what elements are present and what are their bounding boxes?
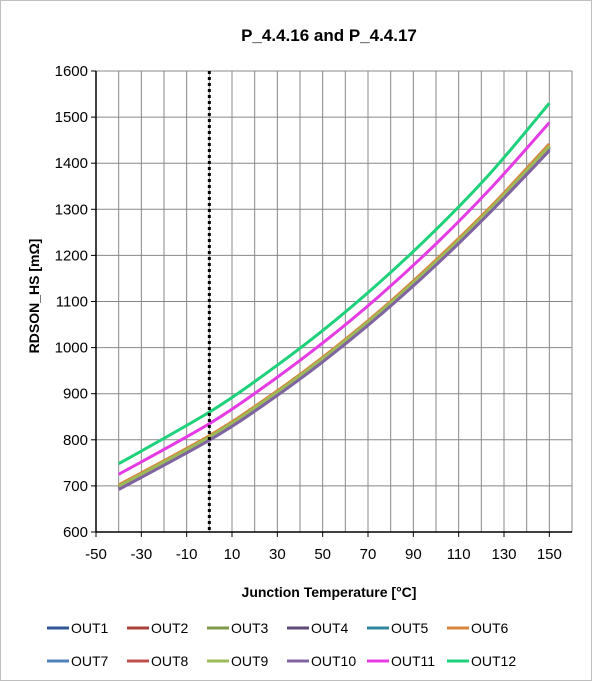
x-tick-label: 10 xyxy=(224,546,241,563)
series-line-out12 xyxy=(117,102,551,466)
y-tick-label: 1000 xyxy=(55,340,88,357)
legend-label-out10: OUT10 xyxy=(311,653,356,669)
x-tick-label: 90 xyxy=(405,546,422,563)
y-tick-label: 1300 xyxy=(55,201,88,218)
legend-label-out12: OUT12 xyxy=(471,653,516,669)
series-line-out8 xyxy=(117,145,551,489)
legend-label-out9: OUT9 xyxy=(231,653,269,669)
series-line-out5 xyxy=(117,146,551,489)
legend-label-out11: OUT11 xyxy=(391,653,435,669)
x-tick-label: -30 xyxy=(130,546,152,563)
series-line-out9 xyxy=(117,145,551,488)
grid xyxy=(96,70,573,532)
series-line-out2 xyxy=(117,145,551,488)
x-tick-label: -10 xyxy=(176,546,198,563)
y-tick-label: 1400 xyxy=(55,155,88,172)
legend-label-out5: OUT5 xyxy=(391,620,429,636)
x-tick-label: 70 xyxy=(360,546,377,563)
y-tick-label: 1500 xyxy=(55,109,88,126)
series-line-out10 xyxy=(117,149,551,491)
x-tick-label: 150 xyxy=(537,546,562,563)
x-tick-label: 130 xyxy=(491,546,516,563)
y-tick-label: 600 xyxy=(63,524,88,541)
chart-title: P_4.4.16 and P_4.4.17 xyxy=(241,26,417,45)
y-tick-label: 900 xyxy=(63,386,88,403)
series-line-out7 xyxy=(117,146,551,489)
x-axis-title: Junction Temperature [°C] xyxy=(242,584,417,600)
y-axis-title: RDSON_HS [mΩ] xyxy=(26,239,42,354)
axes xyxy=(91,70,572,537)
y-tick-label: 800 xyxy=(63,432,88,449)
x-tick-label: 50 xyxy=(314,546,331,563)
legend-label-out2: OUT2 xyxy=(151,620,189,636)
legend-label-out7: OUT7 xyxy=(71,653,109,669)
legend-label-out1: OUT1 xyxy=(71,620,109,636)
legend-label-out4: OUT4 xyxy=(311,620,349,636)
legend-label-out3: OUT3 xyxy=(231,620,269,636)
series-line-out1 xyxy=(117,146,551,489)
legend-label-out8: OUT8 xyxy=(151,653,189,669)
x-tick-label: -50 xyxy=(85,546,107,563)
tick-labels: 600 700 800 900 1000 1100 1200 1300 1400 1500 1600… xyxy=(55,63,562,563)
y-tick-label: 1200 xyxy=(55,247,88,264)
y-tick-label: 1100 xyxy=(56,294,88,311)
series-line-out11 xyxy=(117,121,551,476)
legend-label-out6: OUT6 xyxy=(471,620,509,636)
x-tick-label: 30 xyxy=(269,546,286,563)
y-tick-label: 700 xyxy=(63,478,88,495)
legend: OUT1 OUT2 OUT3 OUT4 OUT5 OUT6 OUT7 OUT8 OUT9 OUT1… xyxy=(47,620,516,669)
series-lines xyxy=(117,102,551,491)
y-tick-label: 1600 xyxy=(55,63,88,80)
x-tick-label: 110 xyxy=(447,546,471,563)
